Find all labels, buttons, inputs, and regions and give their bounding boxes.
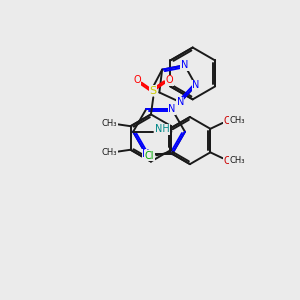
Text: Cl: Cl [145,151,154,161]
Text: N: N [192,80,200,90]
Text: O: O [133,75,141,85]
Text: O: O [224,116,231,126]
Text: CH₃: CH₃ [102,119,117,128]
Text: CH₃: CH₃ [229,116,244,125]
Text: N: N [142,149,150,159]
Text: O: O [224,156,231,166]
Text: S: S [150,86,157,96]
Text: NH: NH [154,124,169,134]
Text: N: N [181,60,188,70]
Text: CH₃: CH₃ [229,156,244,165]
Text: O: O [166,75,173,85]
Text: N: N [168,104,176,114]
Text: CH₃: CH₃ [102,148,117,157]
Text: N: N [176,97,184,107]
